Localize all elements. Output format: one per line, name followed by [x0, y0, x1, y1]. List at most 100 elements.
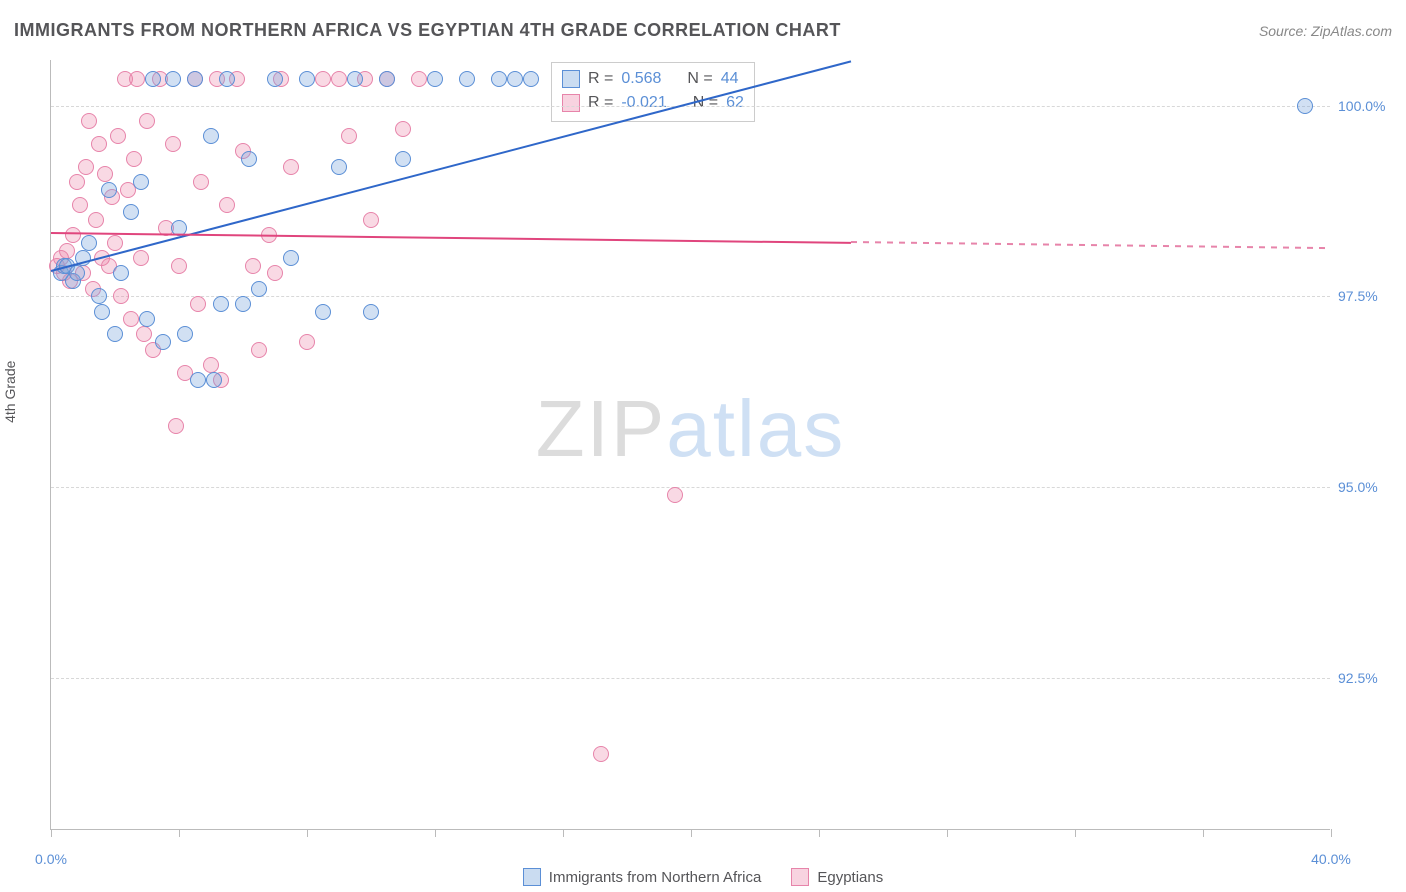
data-point [347, 71, 363, 87]
data-point [165, 71, 181, 87]
data-point [94, 304, 110, 320]
data-point [155, 334, 171, 350]
data-point [91, 136, 107, 152]
x-tick [1331, 829, 1332, 837]
data-point [267, 71, 283, 87]
data-point [203, 128, 219, 144]
data-point [81, 235, 97, 251]
data-point [411, 71, 427, 87]
data-point [88, 212, 104, 228]
data-point [395, 151, 411, 167]
swatch-pink-icon [791, 868, 809, 886]
data-point [126, 151, 142, 167]
data-point [206, 372, 222, 388]
legend-label: Immigrants from Northern Africa [549, 869, 762, 886]
data-point [91, 288, 107, 304]
data-point [241, 151, 257, 167]
data-point [245, 258, 261, 274]
grid-line [51, 678, 1330, 679]
data-point [123, 204, 139, 220]
data-point [113, 288, 129, 304]
r-label: R = [588, 67, 613, 91]
data-point [139, 113, 155, 129]
watermark-zip: ZIP [536, 384, 666, 473]
data-point [133, 174, 149, 190]
r-label: R = [588, 91, 613, 115]
data-point [107, 326, 123, 342]
data-point [187, 71, 203, 87]
data-point [72, 197, 88, 213]
n-label: N = [693, 91, 718, 115]
data-point [331, 71, 347, 87]
data-point [190, 296, 206, 312]
x-tick [563, 829, 564, 837]
data-point [107, 235, 123, 251]
x-tick [435, 829, 436, 837]
x-tick-label: 40.0% [1311, 851, 1351, 867]
data-point [171, 258, 187, 274]
data-point [97, 166, 113, 182]
data-point [283, 159, 299, 175]
x-tick [307, 829, 308, 837]
data-point [331, 159, 347, 175]
data-point [459, 71, 475, 87]
data-point [667, 487, 683, 503]
data-point [251, 342, 267, 358]
scatter-chart: ZIPatlas R = 0.568 N = 44 R = -0.021 N =… [50, 60, 1330, 830]
x-tick [1203, 829, 1204, 837]
legend-label: Egyptians [817, 869, 883, 886]
data-point [78, 159, 94, 175]
data-point [363, 212, 379, 228]
grid-line [51, 487, 1330, 488]
data-point [168, 418, 184, 434]
data-point [267, 265, 283, 281]
x-tick [1075, 829, 1076, 837]
data-point [110, 128, 126, 144]
data-point [379, 71, 395, 87]
data-point [139, 311, 155, 327]
data-point [395, 121, 411, 137]
bottom-legend: Immigrants from Northern Africa Egyptian… [0, 868, 1406, 886]
x-tick-label: 0.0% [35, 851, 67, 867]
data-point [193, 174, 209, 190]
data-point [101, 182, 117, 198]
x-tick [691, 829, 692, 837]
data-point [219, 197, 235, 213]
data-point [177, 326, 193, 342]
legend-item-pink: Egyptians [791, 868, 883, 886]
data-point [1297, 98, 1313, 114]
x-tick [819, 829, 820, 837]
data-point [136, 326, 152, 342]
chart-title: IMMIGRANTS FROM NORTHERN AFRICA VS EGYPT… [14, 20, 841, 41]
x-tick [947, 829, 948, 837]
y-axis-label: 4th Grade [2, 361, 18, 423]
y-tick-label: 92.5% [1338, 670, 1398, 686]
data-point [65, 227, 81, 243]
data-point [59, 243, 75, 259]
data-point [235, 296, 251, 312]
data-point [283, 250, 299, 266]
grid-line [51, 106, 1330, 107]
data-point [363, 304, 379, 320]
data-point [251, 281, 267, 297]
swatch-blue-icon [562, 70, 580, 88]
data-point [593, 746, 609, 762]
y-tick-label: 95.0% [1338, 479, 1398, 495]
data-point [299, 71, 315, 87]
y-tick-label: 100.0% [1338, 98, 1398, 114]
source-label: Source: ZipAtlas.com [1259, 23, 1392, 39]
n-value: 62 [726, 91, 744, 115]
x-tick [179, 829, 180, 837]
trend-line [851, 241, 1331, 249]
data-point [523, 71, 539, 87]
data-point [315, 71, 331, 87]
swatch-pink-icon [562, 94, 580, 112]
data-point [219, 71, 235, 87]
watermark: ZIPatlas [536, 383, 845, 475]
r-value: 0.568 [621, 67, 661, 91]
data-point [145, 71, 161, 87]
x-tick [51, 829, 52, 837]
data-point [507, 71, 523, 87]
swatch-blue-icon [523, 868, 541, 886]
data-point [69, 265, 85, 281]
